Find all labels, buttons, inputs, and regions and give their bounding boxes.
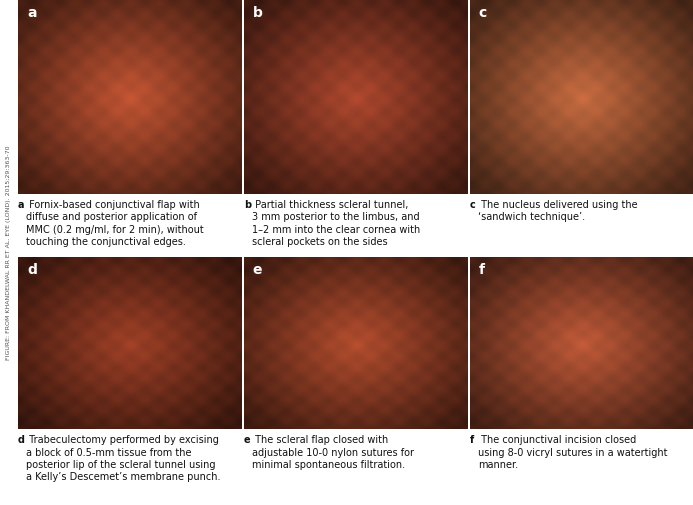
Text: FIGURE: FROM KHANDELWAL RR ET AL. EYE (LOND). 2015;29:363-70: FIGURE: FROM KHANDELWAL RR ET AL. EYE (L…: [6, 145, 12, 360]
Text: Fornix-based conjunctival flap with
diffuse and posterior application of
MMC (0.: Fornix-based conjunctival flap with diff…: [26, 199, 204, 246]
Text: e: e: [244, 434, 250, 444]
Text: d: d: [18, 434, 25, 444]
Text: c: c: [470, 199, 475, 209]
Text: d: d: [27, 263, 37, 277]
Text: Partial thickness scleral tunnel,
3 mm posterior to the limbus, and
1–2 mm into : Partial thickness scleral tunnel, 3 mm p…: [252, 199, 421, 246]
Text: a: a: [18, 199, 24, 209]
Text: b: b: [244, 199, 251, 209]
Text: The scleral flap closed with
adjustable 10-0 nylon sutures for
minimal spontaneo: The scleral flap closed with adjustable …: [252, 434, 414, 469]
Text: f: f: [479, 263, 484, 277]
Text: f: f: [470, 434, 474, 444]
Text: Trabeculectomy performed by excising
a block of 0.5-mm tissue from the
posterior: Trabeculectomy performed by excising a b…: [26, 434, 221, 481]
Text: a: a: [27, 6, 37, 20]
Text: b: b: [253, 6, 263, 20]
Text: The nucleus delivered using the
‘sandwich technique’.: The nucleus delivered using the ‘sandwic…: [478, 199, 638, 222]
Text: c: c: [479, 6, 487, 20]
Text: The conjunctival incision closed
using 8-0 vicryl sutures in a watertight
manner: The conjunctival incision closed using 8…: [478, 434, 667, 469]
Text: e: e: [253, 263, 262, 277]
